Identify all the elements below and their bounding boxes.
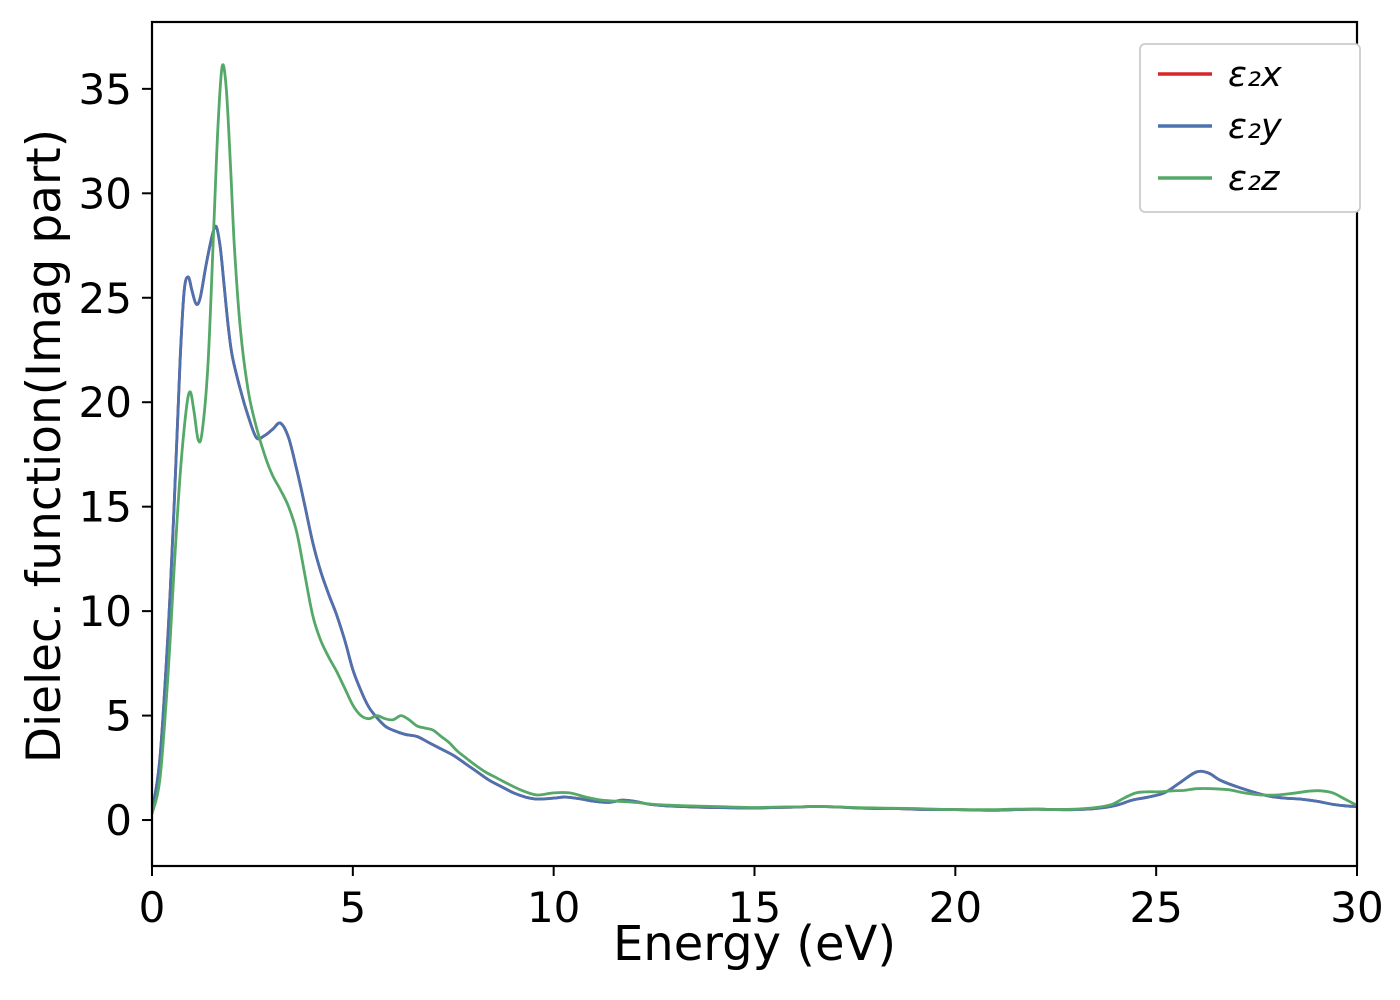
- legend-box: [1139, 43, 1361, 213]
- y-tick-label: 0: [105, 796, 132, 845]
- series-line-ε₂z: [152, 63, 1357, 816]
- x-axis-label: Energy (eV): [612, 916, 897, 972]
- legend: ε₂x ε₂y ε₂z: [1139, 43, 1361, 213]
- legend-label: ε₂z: [1228, 159, 1280, 199]
- x-tick-label: 30: [1330, 883, 1383, 932]
- y-tick-label: 25: [79, 274, 132, 323]
- series-group: [152, 63, 1357, 816]
- y-tick-label: 30: [79, 169, 132, 218]
- x-tick-label: 5: [339, 883, 366, 932]
- x-tick-label: 25: [1129, 883, 1182, 932]
- plot-frame: [150, 20, 1359, 868]
- legend-label: ε₂y: [1228, 107, 1283, 147]
- series-line-ε₂y: [152, 224, 1357, 814]
- y-tick-label: 10: [79, 587, 132, 636]
- y-tick-label: 15: [79, 483, 132, 532]
- legend-label: ε₂x: [1228, 55, 1282, 95]
- x-tick-label: 10: [527, 883, 580, 932]
- y-tick-label: 5: [105, 692, 132, 741]
- y-axis-label: Dielec. function(Imag part): [17, 128, 72, 764]
- x-tick-label: 0: [139, 883, 166, 932]
- y-tick-label: 20: [79, 378, 132, 427]
- y-tick-label: 35: [79, 65, 132, 114]
- x-tick-label: 15: [728, 883, 781, 932]
- x-tick-label: 20: [929, 883, 982, 932]
